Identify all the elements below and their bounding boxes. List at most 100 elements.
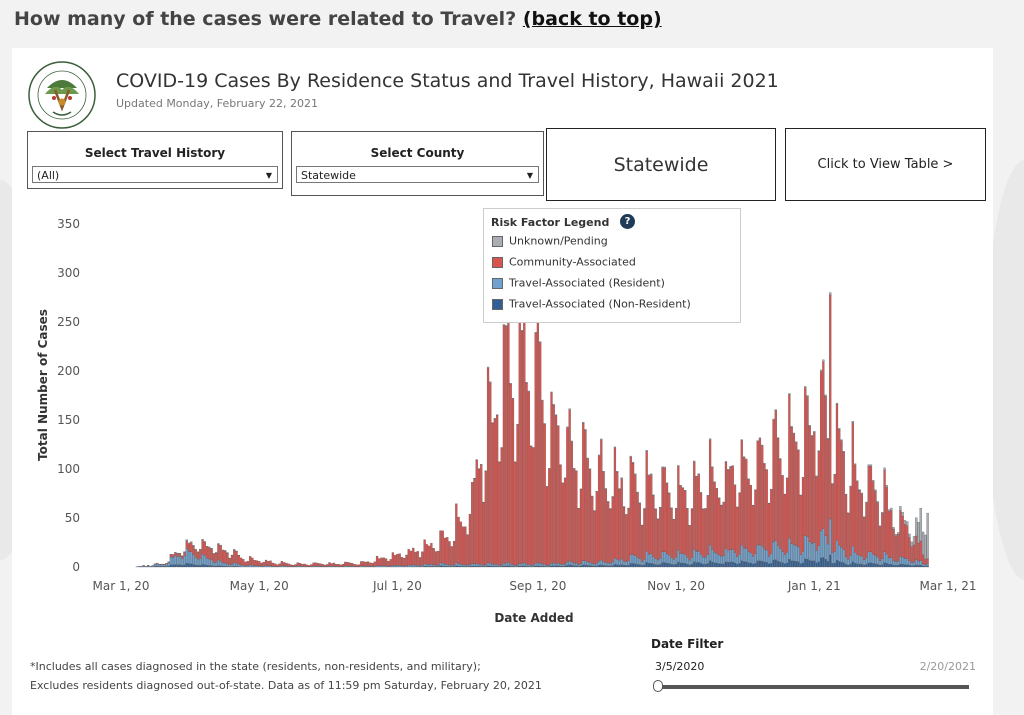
bar-segment-community[interactable] (346, 562, 349, 567)
bar-segment-community[interactable] (600, 439, 603, 561)
bar-segment-travel-res[interactable] (174, 555, 177, 565)
bar-segment-community[interactable] (482, 502, 485, 566)
bar-segment-community[interactable] (858, 490, 861, 556)
bar-segment-community[interactable] (650, 474, 653, 555)
bar-segment-travel-res[interactable] (215, 562, 218, 567)
date-filter-handle[interactable] (653, 680, 663, 692)
bar-segment-community[interactable] (332, 562, 336, 567)
bar-segment-unknown[interactable] (795, 441, 798, 443)
bar-segment-travel-res[interactable] (801, 551, 805, 564)
bar-segment-community[interactable] (618, 489, 621, 561)
bar-segment-community[interactable] (239, 557, 243, 566)
bar-segment-travel-res[interactable] (557, 563, 560, 567)
bar-segment-travel-nonres[interactable] (586, 565, 589, 568)
bar-segment-travel-nonres[interactable] (851, 561, 854, 568)
bar-segment-travel-res[interactable] (489, 563, 492, 567)
bar-segment-travel-nonres[interactable] (604, 565, 607, 568)
bar-segment-travel-nonres[interactable] (713, 562, 716, 568)
bar-segment-travel-res[interactable] (382, 565, 385, 568)
bar-segment-unknown[interactable] (636, 491, 639, 493)
bar-segment-community[interactable] (312, 562, 315, 567)
bar-segment-community[interactable] (579, 489, 583, 564)
bar-segment-travel-nonres[interactable] (740, 560, 743, 568)
bar-segment-community[interactable] (763, 463, 766, 550)
bar-segment-unknown[interactable] (607, 501, 610, 503)
bar-segment-unknown[interactable] (919, 508, 922, 542)
bar-segment-unknown[interactable] (826, 437, 830, 440)
bar-segment-unknown[interactable] (493, 418, 496, 420)
bar-segment-unknown[interactable] (591, 495, 594, 497)
bar-segment-community[interactable] (208, 547, 211, 560)
bar-segment-unknown[interactable] (856, 480, 859, 482)
bar-segment-community[interactable] (355, 564, 358, 567)
bar-segment-travel-nonres[interactable] (597, 565, 601, 568)
bar-segment-community[interactable] (457, 516, 460, 564)
bar-segment-travel-res[interactable] (527, 564, 530, 567)
bar-segment-travel-nonres[interactable] (781, 562, 784, 568)
bar-segment-unknown[interactable] (761, 444, 764, 447)
bar-segment-travel-res[interactable] (645, 550, 648, 563)
bar-segment-travel-nonres[interactable] (897, 565, 900, 568)
bar-segment-community[interactable] (516, 424, 519, 566)
bar-segment-travel-res[interactable] (457, 563, 460, 567)
bar-segment-travel-res[interactable] (804, 535, 807, 560)
bar-segment-travel-res[interactable] (826, 543, 830, 562)
bar-segment-unknown[interactable] (199, 549, 202, 550)
bar-segment-unknown[interactable] (575, 470, 578, 472)
bar-segment-travel-res[interactable] (201, 553, 204, 565)
bar-segment-travel-nonres[interactable] (885, 563, 888, 568)
bar-segment-unknown[interactable] (770, 489, 773, 490)
bar-segment-unknown[interactable] (582, 421, 585, 424)
bar-segment-community[interactable] (416, 551, 419, 566)
bar-segment-unknown[interactable] (844, 493, 848, 495)
bar-segment-unknown[interactable] (573, 468, 576, 470)
bar-segment-community[interactable] (731, 466, 734, 550)
bar-segment-community[interactable] (733, 485, 737, 554)
bar-segment-travel-nonres[interactable] (636, 564, 639, 568)
bar-segment-travel-nonres[interactable] (718, 563, 721, 568)
bar-segment-community[interactable] (233, 549, 236, 564)
bar-segment-community[interactable] (545, 486, 549, 566)
bar-segment-travel-res[interactable] (267, 565, 270, 568)
bar-segment-community[interactable] (389, 559, 392, 567)
bar-segment-travel-nonres[interactable] (210, 565, 213, 568)
bar-segment-travel-res[interactable] (706, 554, 709, 564)
bar-segment-unknown[interactable] (697, 473, 700, 475)
bar-segment-travel-res[interactable] (607, 562, 610, 566)
bar-segment-travel-res[interactable] (412, 564, 415, 567)
bar-segment-travel-nonres[interactable] (860, 564, 864, 568)
bar-segment-unknown[interactable] (742, 456, 746, 458)
bar-segment-travel-res[interactable] (883, 551, 886, 563)
bar-segment-community[interactable] (708, 439, 712, 546)
bar-segment-travel-res[interactable] (570, 561, 573, 566)
bar-segment-unknown[interactable] (831, 483, 834, 485)
bar-segment-community[interactable] (570, 441, 573, 563)
bar-segment-travel-nonres[interactable] (874, 563, 877, 568)
bar-segment-unknown[interactable] (684, 490, 687, 492)
bar-segment-community[interactable] (394, 555, 397, 566)
bar-segment-community[interactable] (371, 563, 374, 567)
bar-segment-travel-nonres[interactable] (715, 562, 719, 568)
bar-segment-travel-nonres[interactable] (844, 564, 848, 568)
bar-segment-community[interactable] (493, 418, 496, 565)
bar-segment-unknown[interactable] (208, 546, 211, 548)
bar-segment-travel-nonres[interactable] (761, 561, 764, 568)
bar-segment-travel-res[interactable] (906, 558, 909, 565)
bar-segment-unknown[interactable] (813, 430, 816, 433)
bar-segment-unknown[interactable] (233, 549, 236, 551)
bar-segment-unknown[interactable] (192, 545, 195, 547)
bar-segment-travel-res[interactable] (534, 563, 537, 567)
bar-segment-community[interactable] (192, 545, 195, 555)
bar-segment-community[interactable] (874, 490, 877, 556)
bar-segment-community[interactable] (727, 469, 730, 551)
bar-segment-unknown[interactable] (588, 468, 592, 470)
bar-segment-unknown[interactable] (863, 516, 866, 518)
bar-segment-community[interactable] (534, 332, 537, 564)
bar-segment-travel-res[interactable] (430, 564, 433, 567)
bar-segment-unknown[interactable] (595, 491, 598, 492)
bar-segment-travel-res[interactable] (840, 547, 843, 563)
bar-segment-travel-nonres[interactable] (903, 564, 907, 568)
bar-segment-community[interactable] (668, 493, 671, 556)
bar-segment-travel-nonres[interactable] (208, 565, 211, 568)
bar-segment-community[interactable] (851, 422, 854, 547)
